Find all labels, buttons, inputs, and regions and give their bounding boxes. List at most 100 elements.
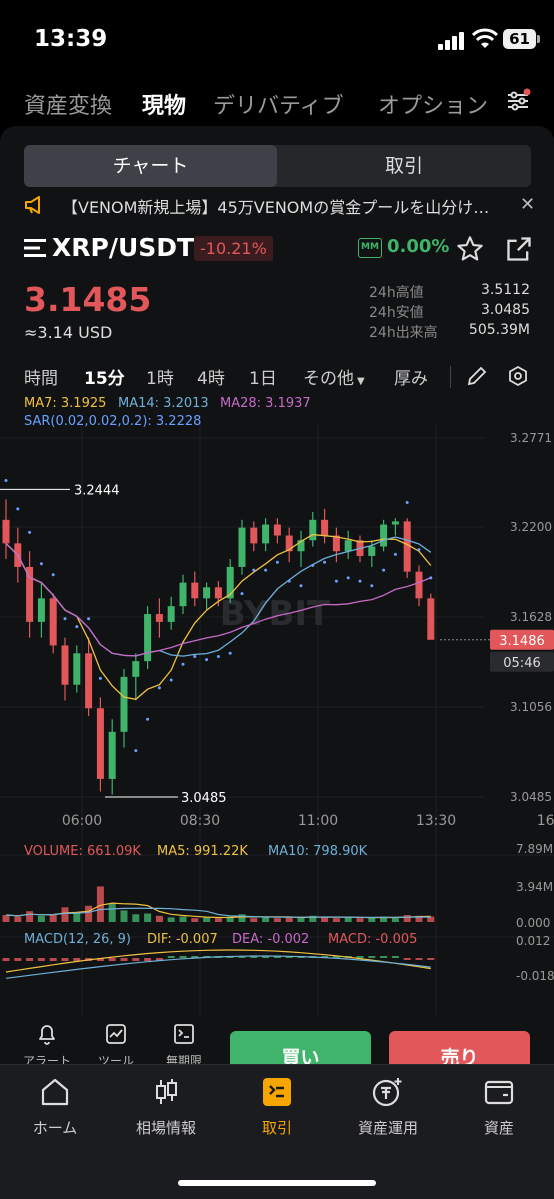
volume-bar <box>427 916 435 922</box>
pencil-icon[interactable] <box>466 365 488 387</box>
interval-depth[interactable]: 厚み <box>394 369 428 389</box>
volume-bar <box>191 918 199 922</box>
interval-15m[interactable]: 15分 <box>84 369 125 389</box>
interval-1d[interactable]: 1日 <box>249 369 277 389</box>
candle-body <box>203 587 211 599</box>
tab-trade[interactable]: 取引 <box>227 1077 327 1138</box>
macd-bar <box>403 958 411 960</box>
volume-bar <box>96 886 104 922</box>
tab-spot[interactable]: 現物 <box>142 94 187 119</box>
tab-options[interactable]: オプション <box>378 94 489 119</box>
interval-1h[interactable]: 1時 <box>146 369 174 389</box>
tab-derivatives[interactable]: デリバティブ <box>213 94 344 119</box>
trading-pair[interactable]: XRP/USDT <box>52 233 195 262</box>
mm-icon: MM <box>358 238 382 258</box>
volume-value: 505.39M <box>468 322 530 338</box>
volume-bar <box>144 913 152 922</box>
volume-bar <box>167 917 175 922</box>
candle-body <box>344 540 352 552</box>
megaphone-icon <box>25 196 40 214</box>
volume-bar <box>297 917 305 922</box>
candle-body <box>61 645 69 685</box>
volume-label: 24h出来高 <box>369 325 438 341</box>
macd-bar <box>108 958 116 961</box>
candle-body <box>403 521 411 572</box>
sar-dot <box>146 717 150 721</box>
tab-markets[interactable]: 相場情報 <box>116 1077 216 1138</box>
sar-dot <box>287 579 291 583</box>
price-chart[interactable]: 3.2771 3.2200 3.1628 3.1056 3.0485 06:00 08:30… <box>0 425 554 1025</box>
sar-dot <box>334 579 338 583</box>
sar-dot <box>169 678 173 682</box>
dea-line <box>5 955 431 979</box>
volume-indicator-label: VOLUME: 661.09K <box>24 844 141 859</box>
candle-body <box>238 527 246 567</box>
candle-body <box>285 535 293 552</box>
macd-bar <box>191 956 199 958</box>
sar-dot <box>63 617 67 621</box>
share-icon[interactable] <box>505 235 533 263</box>
tab-assets[interactable]: 資産 <box>449 1077 549 1138</box>
volume-bar <box>321 917 329 922</box>
interval-time[interactable]: 時間 <box>24 369 58 389</box>
macd-bar <box>391 956 399 958</box>
macd-bar <box>179 956 187 958</box>
volume-bar <box>14 916 22 922</box>
sar-dot <box>311 563 315 567</box>
countdown-label: 05:46 <box>503 656 540 671</box>
perpetual-tool[interactable]: 無期限 <box>159 1022 209 1069</box>
ma7-label: MA7: 3.1925 <box>24 396 107 411</box>
macd-value-label: MACD: -0.005 <box>328 932 418 947</box>
bottom-tab-bar: ホーム 相場情報 取引 資産運用 資産 <box>0 1064 554 1199</box>
sar-dot <box>275 560 279 564</box>
macd-bar <box>285 956 293 958</box>
tools-tool[interactable]: ツール <box>91 1022 141 1069</box>
macd-tick-label: -0.018 <box>516 969 554 983</box>
wallet-icon <box>484 1080 514 1105</box>
candle-body <box>415 571 423 599</box>
y-tick-label: 3.0485 <box>510 790 552 804</box>
interval-more[interactable]: その他 ▼ <box>303 364 365 389</box>
macd-bar <box>2 958 10 961</box>
segment-chart[interactable]: チャート <box>24 145 277 187</box>
candlestick-icon <box>156 1079 177 1104</box>
chart-settings-icon[interactable] <box>507 365 529 387</box>
volume-bar <box>37 915 45 922</box>
tab-home[interactable]: ホーム <box>5 1077 105 1138</box>
volume-bar <box>61 907 69 922</box>
volume-bar <box>344 917 352 922</box>
volume-bar <box>155 915 163 922</box>
y-tick-label: 3.1628 <box>510 610 552 624</box>
candle-body <box>73 653 81 685</box>
x-tick-label: 13:30 <box>416 813 456 829</box>
candle-body <box>2 519 10 544</box>
sar-dot <box>4 479 8 483</box>
tab-earn[interactable]: 資産運用 <box>338 1077 438 1138</box>
star-icon[interactable] <box>456 235 484 263</box>
alert-tool[interactable]: アラート <box>22 1022 72 1069</box>
volume-bar <box>203 917 211 922</box>
sar-dot <box>382 568 386 572</box>
volume-bar <box>332 918 340 922</box>
tab-convert[interactable]: 資産変換 <box>24 94 113 119</box>
settings-sliders-icon[interactable] <box>505 88 531 114</box>
interval-4h[interactable]: 4時 <box>197 369 225 389</box>
low-label: 24h安値 <box>369 305 424 321</box>
menu-icon[interactable] <box>24 238 46 258</box>
volume-bar <box>309 915 317 922</box>
sar-dot <box>87 617 91 621</box>
dif-label: DIF: -0.007 <box>147 932 218 947</box>
macd-bar <box>120 958 128 961</box>
macd-bar <box>49 958 57 961</box>
volume-bar <box>273 918 281 922</box>
high-marker-label: 3.2444 <box>74 483 120 498</box>
macd-bar <box>96 958 104 961</box>
macd-bar <box>155 958 163 961</box>
candle-body <box>155 614 163 622</box>
sar-dot <box>323 560 327 564</box>
sar-dot <box>51 573 55 577</box>
announcement-banner[interactable]: 【VENOM新規上場】45万VENOMの賞金プールを山分けしよう ✕ <box>0 190 554 222</box>
close-icon[interactable]: ✕ <box>520 194 536 215</box>
segment-trade[interactable]: 取引 <box>384 155 423 177</box>
volume-tick-label: 3.94M <box>516 880 553 894</box>
